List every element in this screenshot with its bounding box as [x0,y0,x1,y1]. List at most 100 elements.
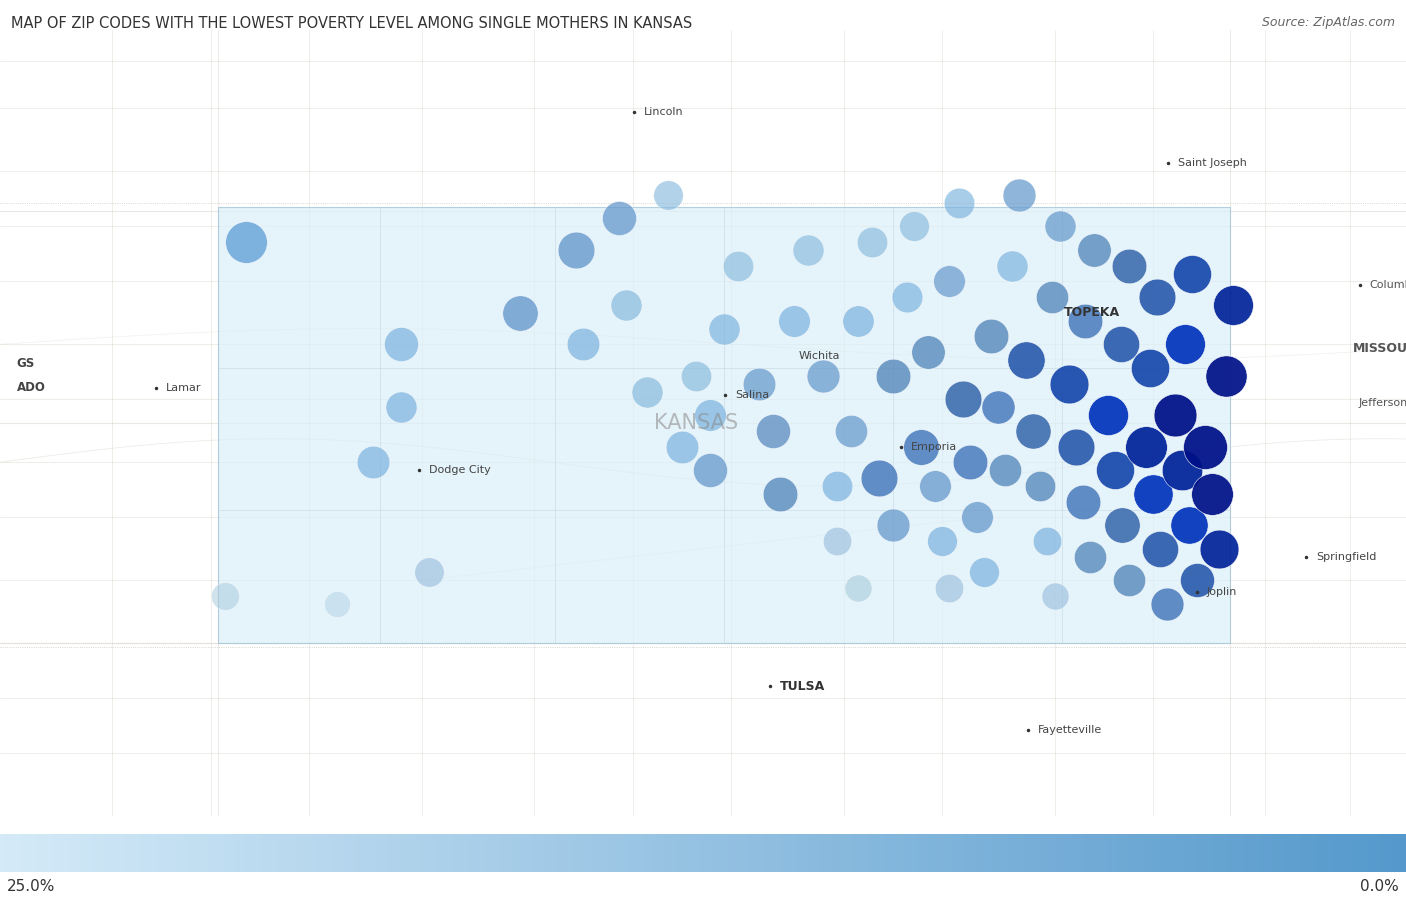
Point [1043,589,1066,603]
Point [699,408,721,423]
Point [1171,463,1194,477]
Point [910,440,932,454]
Point [1174,337,1197,352]
Text: KANSAS: KANSAS [654,413,738,433]
Point [713,322,735,336]
Text: MISSOURI: MISSOURI [1353,342,1406,355]
Point [931,534,953,548]
Point [860,235,883,249]
Bar [218,207,1230,644]
Point [1142,486,1164,501]
Point [1097,408,1119,423]
Point [980,329,1002,343]
Point [924,478,946,493]
Point [938,581,960,595]
Point [326,597,349,611]
Point [636,385,658,399]
Point [1057,377,1080,391]
Point [948,196,970,210]
Point [1178,518,1201,532]
Point [783,314,806,328]
Point [1208,541,1230,556]
Text: Wichita: Wichita [799,352,841,361]
Text: Joplin: Joplin [1206,587,1237,597]
Point [1149,541,1171,556]
Point [1064,440,1087,454]
Point [959,455,981,469]
Point [418,565,440,580]
Text: Columbia: Columbia [1369,280,1406,290]
Point [1215,369,1237,383]
Text: TULSA: TULSA [780,680,825,693]
Point [1222,298,1244,312]
Point [614,298,637,312]
Point [1111,518,1133,532]
Text: Lincoln: Lincoln [644,107,683,117]
Point [882,518,904,532]
Text: Lamar: Lamar [166,383,201,393]
Point [896,289,918,304]
Point [762,423,785,438]
Text: 25.0%: 25.0% [7,879,55,894]
Point [938,274,960,289]
Point [882,369,904,383]
Point [1049,219,1071,234]
Point [1146,289,1168,304]
Point [1071,494,1094,509]
Point [1104,463,1126,477]
Point [1156,597,1178,611]
Point [1139,360,1161,375]
Point [727,259,749,273]
Point [1164,408,1187,423]
Text: Fayetteville: Fayetteville [1038,725,1102,734]
Point [1029,478,1052,493]
Text: Dodge City: Dodge City [429,465,491,476]
Point [1181,266,1204,280]
Point [1109,337,1132,352]
Point [903,219,925,234]
Point [825,478,848,493]
Point [811,369,834,383]
Point [214,589,236,603]
Point [361,455,384,469]
Point [607,211,630,226]
Point [1201,486,1223,501]
Point [825,534,848,548]
Point [839,423,862,438]
Text: Emporia: Emporia [911,441,957,451]
Point [994,463,1017,477]
Point [565,243,588,257]
Text: Jefferson Cit: Jefferson Cit [1358,398,1406,408]
Point [769,486,792,501]
Text: Source: ZipAtlas.com: Source: ZipAtlas.com [1261,16,1395,29]
Text: MAP OF ZIP CODES WITH THE LOWEST POVERTY LEVEL AMONG SINGLE MOTHERS IN KANSAS: MAP OF ZIP CODES WITH THE LOWEST POVERTY… [11,16,693,31]
Point [1135,440,1157,454]
Point [389,400,412,414]
Point [671,440,693,454]
Point [917,345,939,360]
Point [868,471,890,485]
Point [1040,289,1063,304]
Point [987,400,1010,414]
Point [699,463,721,477]
Point [846,314,869,328]
Text: Saint Joseph: Saint Joseph [1178,158,1247,168]
Point [657,188,679,202]
Point [1078,549,1101,564]
Point [952,392,974,406]
Point [1008,188,1031,202]
Text: Springfield: Springfield [1316,552,1376,562]
Point [1118,259,1140,273]
Point [748,377,770,391]
Text: ADO: ADO [17,381,46,394]
Point [235,235,257,249]
Point [973,565,995,580]
Point [1083,243,1105,257]
Point [1022,423,1045,438]
Point [685,369,707,383]
Point [1001,259,1024,273]
Point [509,306,531,320]
Point [1118,574,1140,588]
Point [572,337,595,352]
Point [966,511,988,525]
